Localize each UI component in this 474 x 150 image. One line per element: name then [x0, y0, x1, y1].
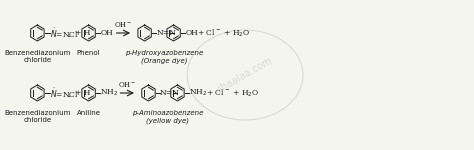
Text: NH$_2$: NH$_2$: [100, 88, 118, 98]
Text: $\dot{N}$=N$\bar{}$Cl: $\dot{N}$=N$\bar{}$Cl: [50, 86, 79, 100]
Text: N=N: N=N: [156, 29, 176, 37]
Text: shaalaa.com: shaalaa.com: [216, 55, 274, 95]
Text: Phenol: Phenol: [77, 50, 100, 56]
Text: + Cl$^-$ + H$_2$O: + Cl$^-$ + H$_2$O: [197, 27, 250, 39]
Text: OH: OH: [100, 29, 113, 37]
Text: + H: + H: [75, 89, 91, 97]
Text: Benzenediazonium
chloride: Benzenediazonium chloride: [4, 50, 71, 63]
Text: p-Hydroxyazobenzene
(Orange dye): p-Hydroxyazobenzene (Orange dye): [125, 50, 203, 63]
Text: NH$_2$: NH$_2$: [189, 88, 207, 98]
Text: OH$^-$: OH$^-$: [114, 20, 133, 29]
Text: + H: + H: [75, 29, 91, 37]
Text: N=N: N=N: [160, 89, 180, 97]
Text: OH: OH: [185, 29, 198, 37]
Text: + Cl$^-$ + H$_2$O: + Cl$^-$ + H$_2$O: [207, 87, 260, 99]
Text: Aniline: Aniline: [77, 110, 100, 116]
Text: Benzenediazonium
chloride: Benzenediazonium chloride: [4, 110, 71, 123]
Text: OH$^-$: OH$^-$: [118, 80, 137, 89]
Text: $\dot{N}$=N$\bar{}$Cl: $\dot{N}$=N$\bar{}$Cl: [50, 26, 79, 40]
Text: p-Aminoazobenzene
(yellow dye): p-Aminoazobenzene (yellow dye): [132, 110, 203, 123]
